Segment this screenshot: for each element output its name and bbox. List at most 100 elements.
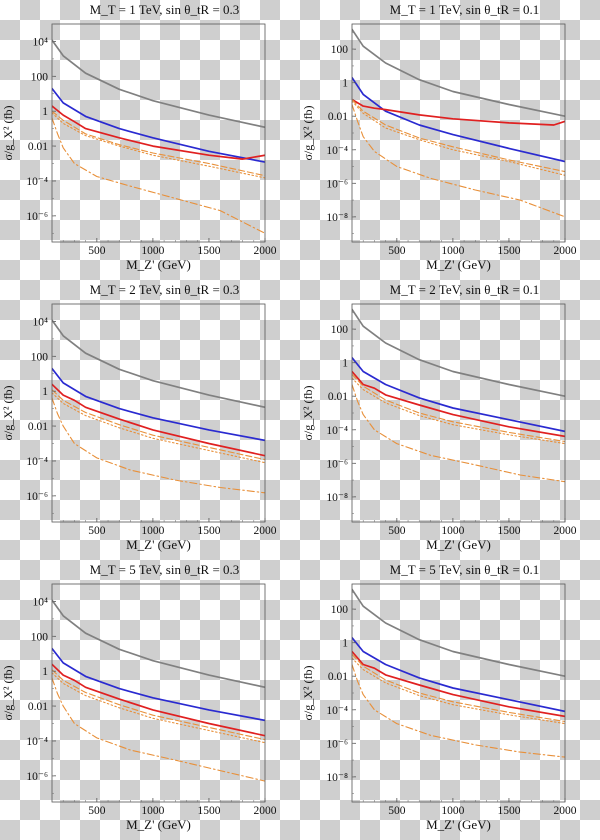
y-tick-label: 10⁻⁴ bbox=[326, 705, 348, 717]
x-tick-label: 1000 bbox=[141, 805, 164, 817]
chart-title: M_T = 2 TeV, sin θ_tR = 0.1 bbox=[390, 282, 540, 297]
series-line-blue-solid bbox=[52, 647, 265, 722]
plot-frame bbox=[51, 23, 266, 243]
series-line-blue-solid bbox=[352, 76, 565, 163]
series-line-red-solid bbox=[52, 663, 265, 737]
x-tick-label: 1000 bbox=[141, 525, 164, 537]
y-tick-label: 10⁴ bbox=[32, 316, 48, 328]
series-line-blue-solid bbox=[352, 636, 565, 713]
chart-svg: M_T = 2 TeV, sin θ_tR = 0.3 500 1000 1500 20… bbox=[1, 282, 277, 552]
chart-svg: M_T = 2 TeV, sin θ_tR = 0.1 500 1000 1500 20… bbox=[301, 282, 577, 552]
y-tick-label: 1 bbox=[42, 386, 48, 398]
chart-title: M_T = 5 TeV, sin θ_tR = 0.1 bbox=[390, 562, 540, 577]
y-tick-label: 10⁻⁸ bbox=[326, 492, 348, 504]
y-tick-label: 10⁴ bbox=[32, 596, 48, 608]
y-tick-label: 10⁻⁶ bbox=[326, 738, 348, 750]
y-tick-label: 10⁻⁸ bbox=[326, 772, 348, 784]
y-axis-label: σ/g_X² (fb) bbox=[1, 665, 15, 720]
x-axis-label: M_Z' (GeV) bbox=[126, 257, 191, 272]
y-tick-label: 100 bbox=[331, 44, 349, 56]
y-tick-label: 0.01 bbox=[28, 701, 48, 713]
y-tick-label: 10⁻⁴ bbox=[326, 425, 348, 437]
y-axis-label: σ/g_X² (fb) bbox=[301, 385, 315, 440]
series-group bbox=[52, 39, 265, 234]
y-tick-label: 10⁻⁴ bbox=[26, 736, 48, 748]
x-axis-label: M_Z' (GeV) bbox=[126, 817, 191, 832]
y-tick-label: 100 bbox=[31, 71, 49, 83]
series-line-blue-solid bbox=[352, 356, 565, 433]
series-line-orange-dashed bbox=[52, 669, 265, 741]
y-tick-label: 1 bbox=[342, 638, 348, 650]
x-tick-label: 500 bbox=[88, 245, 106, 257]
y-tick-label: 1 bbox=[42, 106, 48, 118]
chart-title: M_T = 1 TeV, sin θ_tR = 0.3 bbox=[90, 2, 240, 17]
series-line-blue-solid bbox=[52, 87, 265, 163]
y-axis-label: σ/g_X² (fb) bbox=[1, 385, 15, 440]
x-tick-label: 500 bbox=[388, 245, 406, 257]
series-line-orange-dotted bbox=[352, 100, 565, 176]
series-line-orange-dotted bbox=[52, 112, 265, 179]
series-line-blue-solid bbox=[52, 367, 265, 442]
y-tick-label: 100 bbox=[331, 604, 349, 616]
x-tick-label: 1500 bbox=[197, 525, 220, 537]
x-tick-label: 1000 bbox=[441, 805, 464, 817]
x-tick-label: 1000 bbox=[441, 245, 464, 257]
series-line-gray-solid bbox=[52, 319, 265, 409]
x-tick-label: 1500 bbox=[497, 805, 520, 817]
series-line-orange-dashed bbox=[52, 110, 265, 177]
series-line-red-solid bbox=[352, 650, 565, 718]
series-line-gray-solid bbox=[52, 599, 265, 689]
x-tick-label: 500 bbox=[388, 805, 406, 817]
y-tick-label: 100 bbox=[31, 351, 49, 363]
y-tick-label: 1 bbox=[42, 666, 48, 678]
chart-svg: M_T = 1 TeV, sin θ_tR = 0.3 500 1000 1500 20… bbox=[1, 2, 277, 272]
x-axis-label: M_Z' (GeV) bbox=[126, 537, 191, 552]
series-group bbox=[52, 319, 265, 494]
x-tick-label: 2000 bbox=[554, 245, 577, 257]
y-tick-label: 100 bbox=[331, 324, 349, 336]
y-tick-label: 10⁻⁶ bbox=[26, 211, 48, 223]
chart-panel-5: M_T = 5 TeV, sin θ_tR = 0.3 500 1000 1500 20… bbox=[0, 560, 300, 840]
series-group bbox=[352, 308, 565, 483]
y-axis-label: σ/g_X² (fb) bbox=[301, 665, 315, 720]
y-tick-label: 0.01 bbox=[28, 421, 48, 433]
chart-svg: M_T = 1 TeV, sin θ_tR = 0.1 500 1000 1500 20… bbox=[301, 2, 577, 272]
plot-frame bbox=[351, 303, 566, 523]
series-line-orange-dashdot bbox=[52, 397, 265, 494]
x-tick-label: 2000 bbox=[254, 805, 277, 817]
chart-panel-6: M_T = 5 TeV, sin θ_tR = 0.1 500 1000 1500 20… bbox=[300, 560, 600, 840]
series-group bbox=[352, 28, 565, 218]
x-tick-label: 1500 bbox=[197, 245, 220, 257]
y-tick-label: 10⁻⁶ bbox=[326, 458, 348, 470]
x-tick-label: 1500 bbox=[497, 245, 520, 257]
plot-frame bbox=[351, 23, 566, 243]
chart-title: M_T = 2 TeV, sin θ_tR = 0.3 bbox=[90, 282, 240, 297]
plot-frame bbox=[351, 583, 566, 803]
chart-panel-3: M_T = 2 TeV, sin θ_tR = 0.3 500 1000 1500 20… bbox=[0, 280, 300, 560]
chart-panel-1: M_T = 1 TeV, sin θ_tR = 0.3 500 1000 1500 20… bbox=[0, 0, 300, 280]
y-tick-label: 0.01 bbox=[328, 391, 348, 403]
y-tick-label: 10⁴ bbox=[32, 36, 48, 48]
series-line-orange-dashed bbox=[52, 389, 265, 461]
chart-panel-2: M_T = 1 TeV, sin θ_tR = 0.1 500 1000 1500 20… bbox=[300, 0, 600, 280]
series-group bbox=[352, 588, 565, 758]
series-line-red-solid bbox=[52, 105, 265, 160]
series-line-orange-dashdot bbox=[352, 663, 565, 758]
series-line-orange-dashdot bbox=[352, 103, 565, 218]
series-line-orange-dashdot bbox=[52, 117, 265, 234]
series-line-orange-dotted bbox=[52, 672, 265, 744]
y-tick-label: 0.01 bbox=[328, 111, 348, 123]
series-line-orange-dotted bbox=[52, 392, 265, 464]
series-line-red-solid bbox=[52, 383, 265, 457]
x-axis-label: M_Z' (GeV) bbox=[426, 537, 491, 552]
chart-panel-4: M_T = 2 TeV, sin θ_tR = 0.1 500 1000 1500 20… bbox=[300, 280, 600, 560]
x-tick-label: 1000 bbox=[441, 525, 464, 537]
chart-svg: M_T = 5 TeV, sin θ_tR = 0.1 500 1000 1500 20… bbox=[301, 562, 577, 832]
x-tick-label: 500 bbox=[88, 805, 106, 817]
y-tick-label: 10⁻⁶ bbox=[26, 491, 48, 503]
y-tick-label: 0.01 bbox=[28, 141, 48, 153]
x-tick-label: 2000 bbox=[254, 525, 277, 537]
series-line-orange-dashed bbox=[352, 98, 565, 173]
series-line-gray-solid bbox=[352, 588, 565, 678]
series-line-gray-solid bbox=[52, 39, 265, 129]
